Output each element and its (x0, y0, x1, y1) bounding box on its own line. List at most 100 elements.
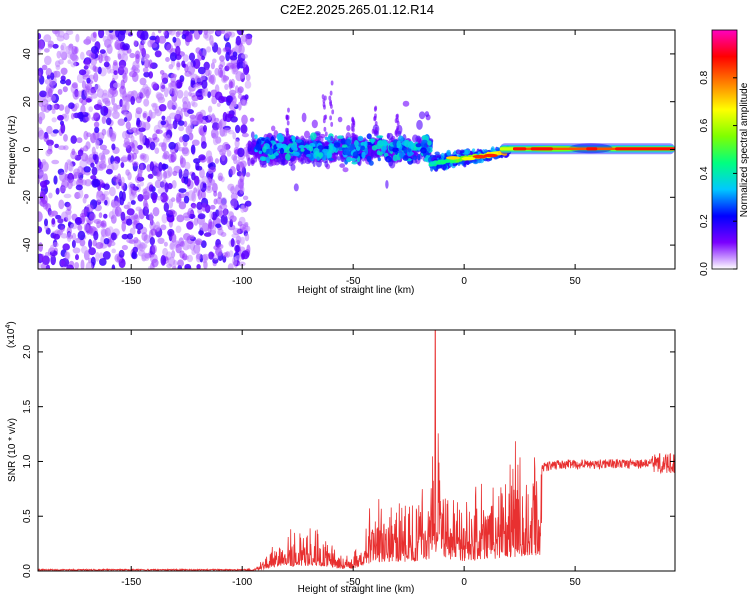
noise-speckle (126, 238, 134, 244)
noise-speckle (41, 194, 48, 205)
noise-speckle (101, 128, 107, 136)
turbulent-knot (304, 144, 311, 149)
noise-speckle (237, 87, 242, 95)
noise-speckle (121, 221, 126, 232)
noise-speckle (193, 83, 201, 89)
noise-speckle (183, 90, 189, 99)
turbulent-cloud (386, 132, 394, 141)
noise-speckle (149, 221, 156, 231)
noise-speckle (218, 120, 223, 129)
snr-x-tick-label: -50 (346, 577, 361, 588)
noise-speckle (68, 102, 75, 109)
noise-speckle (162, 247, 169, 257)
noise-speckle (131, 161, 139, 167)
snr-multiplier-base: (x10 (6, 328, 17, 348)
noise-speckle (38, 226, 43, 234)
noise-speckle (95, 251, 100, 262)
noise-speckle (105, 168, 113, 175)
noise-speckle (82, 196, 87, 204)
noise-speckle (241, 53, 248, 59)
noise-speckle (56, 50, 62, 59)
noise-speckle (197, 189, 202, 200)
turbulent-streak (330, 80, 334, 86)
noise-speckle (201, 189, 206, 201)
noise-speckle (86, 132, 92, 138)
noise-speckle (139, 42, 145, 51)
noise-speckle (227, 183, 235, 191)
noise-speckle (74, 102, 80, 109)
noise-speckle (73, 112, 81, 119)
turbulent-knot (262, 146, 267, 153)
noise-speckle (186, 221, 194, 230)
noise-speckle (161, 213, 168, 224)
noise-speckle (224, 32, 230, 39)
noise-speckle (183, 120, 188, 127)
noise-speckle (98, 252, 104, 259)
noise-speckle (41, 64, 48, 71)
noise-speckle (168, 209, 176, 216)
noise-speckle (158, 104, 167, 112)
turbulent-cloud (278, 154, 285, 160)
noise-speckle (102, 251, 111, 260)
noise-speckle (83, 145, 89, 152)
noise-speckle (48, 192, 53, 199)
noise-speckle (223, 46, 232, 53)
noise-speckle (242, 195, 249, 201)
turbulent-knot (368, 160, 374, 166)
turbulent-knot (276, 133, 283, 141)
noise-speckle (177, 106, 182, 114)
noise-speckle (38, 242, 43, 252)
noise-speckle (241, 39, 246, 45)
colorbar-ticks: 0.0 0.2 0.4 0.6 0.8 (699, 70, 737, 276)
noise-speckle (44, 218, 48, 227)
noise-speckle (188, 132, 194, 141)
noise-speckle (235, 245, 240, 253)
noise-speckle (38, 158, 41, 168)
noise-speckle (241, 114, 248, 125)
noise-speckle (93, 72, 99, 83)
noise-speckle (176, 81, 182, 89)
noise-speckle (151, 258, 159, 268)
turbulent-knot (316, 156, 320, 161)
noise-speckle (242, 61, 247, 68)
noise-speckle (75, 254, 79, 261)
noise-speckle (139, 133, 146, 145)
turbulent-knot (327, 157, 334, 161)
noise-speckle (111, 248, 116, 254)
noise-speckle (100, 154, 106, 164)
turbulent-knot (265, 156, 270, 164)
noise-speckle (201, 55, 206, 61)
noise-speckle (239, 224, 246, 230)
noise-speckle (79, 212, 87, 218)
spectrogram-y-tick-label: 0 (22, 146, 33, 152)
noise-speckle (88, 247, 96, 256)
noise-speckle (137, 250, 146, 257)
noise-speckle (86, 77, 91, 84)
turbulent-cloud (372, 153, 377, 159)
turbulent-knot (417, 153, 421, 161)
noise-speckle (202, 253, 210, 261)
svg-text:(x104): (x104) (5, 321, 17, 348)
turbulent-cloud (412, 134, 419, 143)
noise-speckle (137, 194, 144, 202)
noise-speckle (171, 250, 176, 259)
turbulent-knot (353, 140, 359, 148)
noise-speckle (177, 259, 184, 268)
noise-speckle (188, 52, 196, 61)
noise-speckle (154, 147, 160, 154)
noise-speckle (83, 223, 89, 232)
noise-speckle (163, 241, 168, 247)
noise-speckle (223, 127, 231, 133)
colorbar-gradient (711, 29, 738, 270)
turbulent-knot (427, 140, 432, 146)
noise-speckle (208, 70, 212, 76)
noise-speckle (120, 176, 125, 187)
noise-speckle (62, 243, 70, 251)
turbulent-streak (330, 121, 334, 127)
noise-speckle (151, 193, 157, 204)
noise-speckle (181, 146, 189, 155)
noise-speckle (194, 119, 201, 125)
noise-speckle (132, 60, 140, 70)
turbulent-knot (338, 146, 343, 151)
noise-speckle (102, 35, 108, 43)
